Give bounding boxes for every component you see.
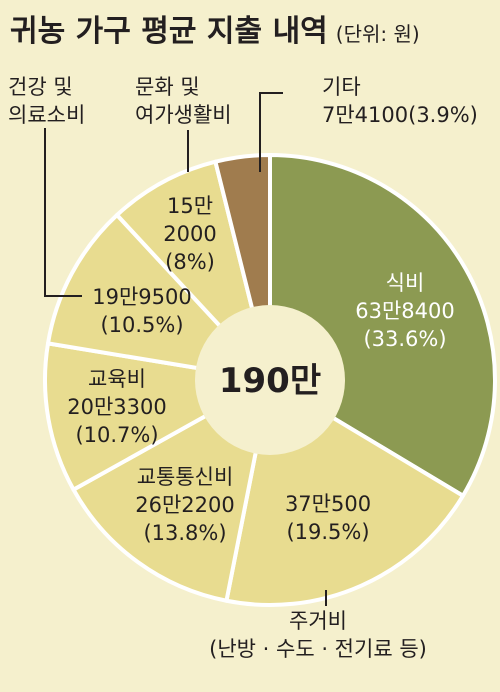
slice-label-percent: (33.6%) bbox=[363, 327, 446, 351]
slice-label-name: 식비 bbox=[386, 271, 425, 295]
leader-line bbox=[259, 92, 283, 172]
slice-label-name: 교육비 bbox=[88, 367, 146, 391]
chart-title-bar: 귀농 가구 평균 지출 내역 (단위: 원) bbox=[10, 6, 420, 50]
chart-unit: (단위: 원) bbox=[335, 22, 420, 46]
slice-label-name: 교통통신비 bbox=[137, 465, 234, 489]
slice-label-percent: (10.5%) bbox=[100, 313, 183, 337]
slice-label-value: 19만9500 bbox=[92, 285, 192, 309]
slice-label-value: 7만4100(3.9%) bbox=[322, 103, 478, 127]
center-total-label: 190만 bbox=[219, 361, 321, 401]
slice-label-name: 건강 및 bbox=[8, 75, 73, 99]
slice-label-value: 15만 bbox=[167, 194, 213, 218]
slice-label-name: 의료소비 bbox=[8, 103, 85, 127]
slice-label-name: 문화 및 bbox=[135, 75, 200, 99]
slice-label-name: 기타 bbox=[322, 75, 361, 99]
slice-label-percent: (13.8%) bbox=[143, 521, 226, 545]
chart-title: 귀농 가구 평균 지출 내역 bbox=[10, 14, 328, 49]
slice-label-value: 26만2200 bbox=[135, 493, 235, 517]
slice-label-name: 여가생활비 bbox=[135, 103, 232, 127]
slice-label-sub: (난방 · 수도 · 전기료 등) bbox=[209, 637, 427, 661]
slice-label-value: 37만500 bbox=[285, 492, 371, 516]
slice-label-value: 2000 bbox=[163, 222, 216, 246]
slice-label-name: 주거비 bbox=[289, 609, 347, 633]
leader-line bbox=[44, 128, 82, 297]
slice-label-value: 63만8400 bbox=[355, 299, 455, 323]
slice-label-percent: (10.7%) bbox=[75, 423, 158, 447]
slice-label-percent: (19.5%) bbox=[286, 520, 369, 544]
slice-label-percent: (8%) bbox=[165, 250, 215, 274]
slice-label-value: 20만3300 bbox=[67, 395, 167, 419]
donut-hole bbox=[195, 305, 345, 455]
